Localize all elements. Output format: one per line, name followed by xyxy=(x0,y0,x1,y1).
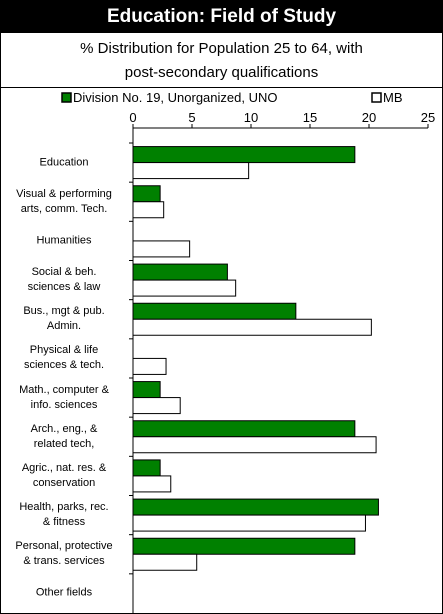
bar xyxy=(132,397,181,415)
x-tick-label: 25 xyxy=(421,110,435,125)
x-tick-label: 10 xyxy=(244,110,258,125)
y-tick-label: Physical & life sciences & tech. xyxy=(23,344,105,372)
bar xyxy=(132,162,250,180)
y-tick-label: Personal, protective & trans. services xyxy=(15,540,113,568)
bar xyxy=(132,318,372,336)
legend-swatch xyxy=(371,92,382,103)
legend-label: Division No. 19, Unorganized, UNO xyxy=(73,90,277,105)
chart-title: Education: Field of Study xyxy=(0,0,443,33)
bar xyxy=(132,381,161,399)
bar xyxy=(132,185,161,203)
bar xyxy=(132,240,191,258)
bar xyxy=(132,537,356,555)
x-tick-label: 20 xyxy=(362,110,376,125)
bar xyxy=(132,420,356,438)
x-tick-label: 15 xyxy=(303,110,317,125)
bar xyxy=(132,514,366,532)
x-tick-label: 0 xyxy=(129,110,136,125)
y-tick-label: Social & beh. sciences & law xyxy=(27,266,101,294)
bar xyxy=(132,263,228,281)
bar xyxy=(132,357,167,375)
y-tick-label: Other fields xyxy=(35,586,93,599)
y-tick-label: Math., computer & info. sciences xyxy=(19,383,109,411)
y-tick-label: Bus., mgt & pub. Admin. xyxy=(23,305,105,333)
bar xyxy=(132,459,161,477)
y-tick-label: Humanities xyxy=(36,234,92,247)
bar xyxy=(132,475,172,493)
bar xyxy=(132,302,297,320)
bar xyxy=(132,498,379,516)
y-tick-label: Visual & performing arts, comm. Tech. xyxy=(16,187,112,215)
x-tick-label: 5 xyxy=(188,110,195,125)
y-tick-label: Health, parks, rec. & fitness xyxy=(19,501,109,529)
bar xyxy=(132,146,356,164)
y-tick-label: Arch., eng., & related tech, xyxy=(30,422,98,450)
legend-label: MB xyxy=(383,90,403,105)
y-tick-label: Education xyxy=(39,156,89,169)
y-tick-label: Agric., nat. res. & conservation xyxy=(21,461,107,489)
bar xyxy=(132,436,377,454)
bar xyxy=(132,279,237,297)
legend-swatch xyxy=(61,92,72,103)
bar xyxy=(132,201,165,219)
chart-subtitle: % Distribution for Population 25 to 64, … xyxy=(80,40,363,81)
bar xyxy=(132,553,198,571)
